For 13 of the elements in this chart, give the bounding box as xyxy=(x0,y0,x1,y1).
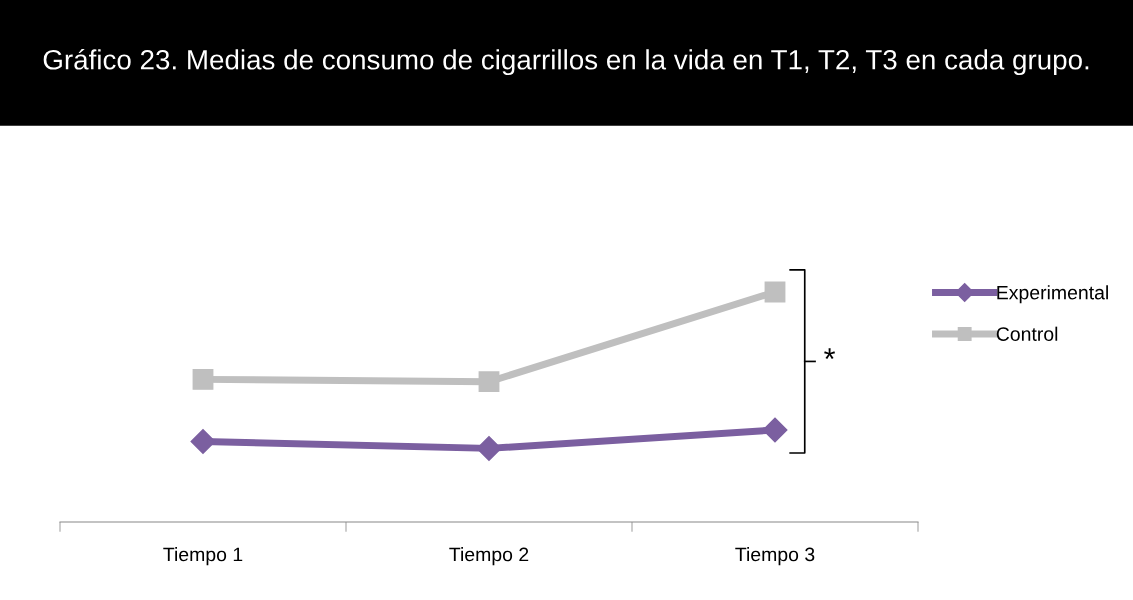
legend-label: Experimental xyxy=(997,285,1108,304)
point xyxy=(478,371,500,393)
x-tick-label: Tiempo 2 xyxy=(449,547,529,566)
legend-label: Control xyxy=(996,326,1058,341)
chart-title: Gráfico 23. Medias de consumo de cigarrillos en la vida en T1, T2, T3 en cada grupo. xyxy=(43,48,1089,76)
point xyxy=(476,435,502,461)
annotation: * xyxy=(824,348,836,360)
point xyxy=(764,281,786,303)
point xyxy=(192,368,214,390)
x-tick-label: Tiempo 1 xyxy=(163,547,243,566)
point xyxy=(190,429,216,454)
x-tick-label: Tiempo 3 xyxy=(735,547,815,566)
point xyxy=(762,417,788,443)
